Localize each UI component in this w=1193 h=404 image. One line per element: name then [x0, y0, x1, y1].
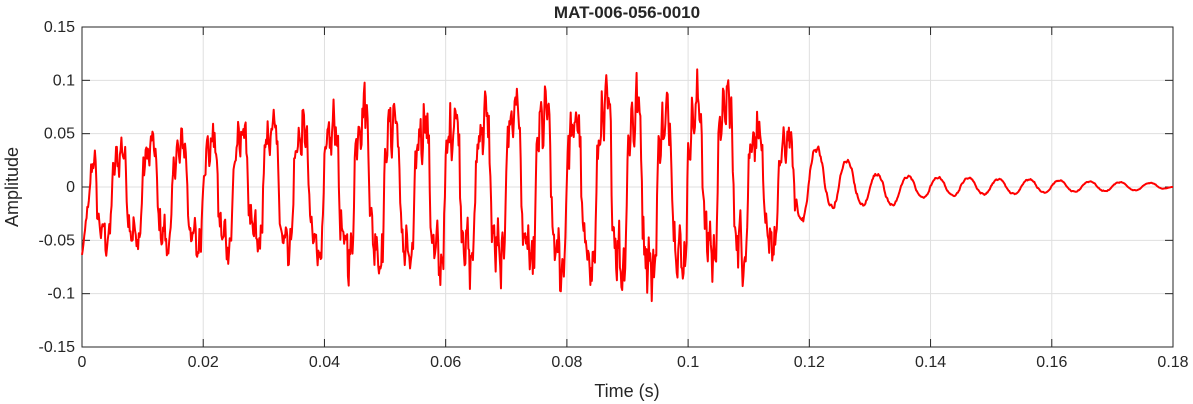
y-tick-label: 0.1 — [53, 72, 75, 89]
y-tick-label: -0.05 — [39, 232, 76, 249]
x-tick-label: 0.02 — [188, 354, 219, 371]
x-tick-label: 0.04 — [309, 354, 340, 371]
x-tick-label: 0.06 — [430, 354, 461, 371]
x-axis: 0 0.02 0.04 0.06 0.08 0.1 0.12 0.14 0.16 0.18 — [78, 27, 1189, 371]
x-tick-label: 0.08 — [551, 354, 582, 371]
y-tick-label: 0 — [66, 179, 75, 196]
x-tick-label: 0.14 — [915, 354, 946, 371]
series-layer — [82, 69, 1173, 301]
x-axis-label: Time (s) — [594, 381, 659, 401]
y-tick-label: -0.1 — [47, 286, 75, 303]
y-tick-label: -0.15 — [39, 339, 76, 356]
y-tick-label: 0.15 — [44, 19, 75, 36]
y-axis-label: Amplitude — [2, 147, 22, 227]
x-tick-label: 0 — [78, 354, 87, 371]
series-line-0 — [82, 69, 1173, 301]
x-tick-label: 0.16 — [1036, 354, 1067, 371]
chart-title: MAT-006-056-0010 — [554, 3, 700, 22]
y-tick-label: 0.05 — [44, 126, 75, 143]
x-tick-label: 0.1 — [677, 354, 699, 371]
x-tick-label: 0.18 — [1157, 354, 1188, 371]
x-tick-label: 0.12 — [794, 354, 825, 371]
